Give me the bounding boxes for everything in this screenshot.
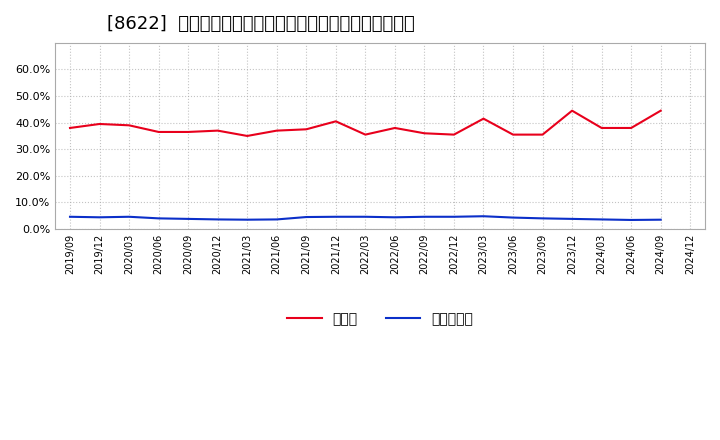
- 現預金: [449, 132, 458, 137]
- 現預金: [66, 125, 74, 131]
- 有利子負債: [420, 214, 428, 220]
- Line: 有利子負債: 有利子負債: [70, 216, 661, 220]
- 現預金: [390, 125, 399, 131]
- 現預金: [568, 108, 577, 114]
- 現預金: [361, 132, 369, 137]
- 有利子負債: [125, 214, 133, 220]
- 現預金: [509, 132, 518, 137]
- 有利子負債: [539, 216, 547, 221]
- 現預金: [420, 131, 428, 136]
- 有利子負債: [243, 217, 251, 222]
- 有利子負債: [480, 213, 488, 219]
- Legend: 現預金, 有利子負債: 現預金, 有利子負債: [282, 307, 479, 332]
- 有利子負債: [272, 217, 281, 222]
- 有利子負債: [66, 214, 74, 220]
- 現預金: [213, 128, 222, 133]
- 現預金: [539, 132, 547, 137]
- 現預金: [331, 119, 340, 124]
- 有利子負債: [361, 214, 369, 220]
- 現預金: [272, 128, 281, 133]
- 有利子負債: [568, 216, 577, 221]
- 有利子負債: [154, 216, 163, 221]
- 現預金: [598, 125, 606, 131]
- 有利子負債: [390, 215, 399, 220]
- 現預金: [95, 121, 104, 127]
- Line: 現預金: 現預金: [70, 111, 661, 136]
- 有利子負債: [598, 217, 606, 222]
- 現預金: [125, 123, 133, 128]
- 有利子負債: [331, 214, 340, 220]
- 現預金: [184, 129, 192, 135]
- 有利子負債: [449, 214, 458, 220]
- Text: [8622]  現預金、有利子負債の総資産に対する比率の推移: [8622] 現預金、有利子負債の総資産に対する比率の推移: [107, 15, 415, 33]
- 有利子負債: [509, 215, 518, 220]
- 現預金: [657, 108, 665, 114]
- 有利子負債: [95, 215, 104, 220]
- 現預金: [243, 133, 251, 139]
- 現預金: [627, 125, 636, 131]
- 有利子負債: [657, 217, 665, 222]
- 現預金: [480, 116, 488, 121]
- 有利子負債: [302, 214, 310, 220]
- 有利子負債: [627, 217, 636, 223]
- 現預金: [154, 129, 163, 135]
- 現預金: [302, 127, 310, 132]
- 有利子負債: [213, 217, 222, 222]
- 有利子負債: [184, 216, 192, 221]
